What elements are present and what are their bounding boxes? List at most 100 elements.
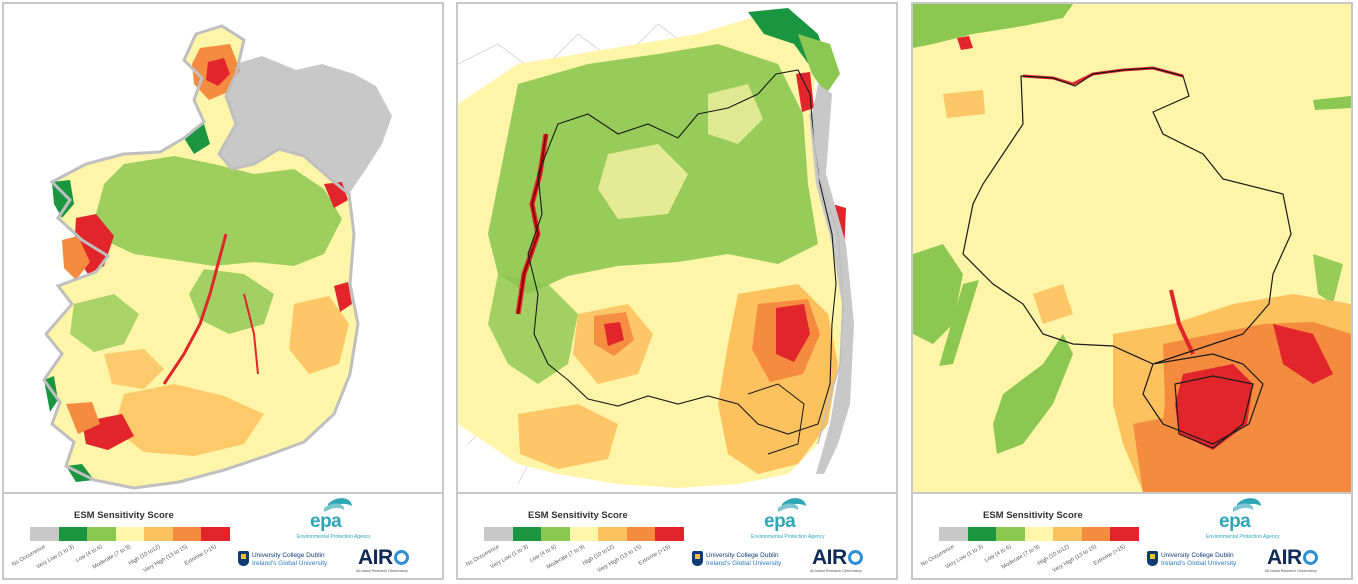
county-boundary [527, 69, 837, 435]
airo-logo: AIR [812, 546, 863, 570]
airo-logo-text: AIR [358, 546, 393, 569]
legend-footer: ESM Sensitivity Score No Occurrence Very… [913, 492, 1351, 578]
local-map-svg [913, 4, 1351, 492]
extreme-topleft [957, 36, 973, 50]
extreme-donegal-core [206, 58, 230, 86]
legend-swatch-moderate [569, 527, 598, 541]
legend-swatches [939, 527, 1139, 541]
low-sensitivity-zone-east [189, 269, 274, 334]
high-sensitivity-patch [943, 90, 985, 118]
legend-swatch-high [598, 527, 627, 541]
legend-swatch-very-low [512, 527, 541, 541]
airo-o-ring-icon [1302, 550, 1318, 565]
airo-o-ring-icon [847, 550, 863, 565]
legend-swatch-extreme [1110, 527, 1139, 541]
coastline [42, 24, 360, 490]
county-boundary-south [747, 383, 805, 455]
legend-swatch-very-high [626, 527, 655, 541]
legend-swatch-extreme [201, 527, 230, 541]
legend-title: ESM Sensitivity Score [74, 510, 174, 521]
airo-logo-text: AIR [812, 546, 847, 569]
epa-leaf-icon [1233, 498, 1261, 512]
airo-logo: AIR [1267, 546, 1318, 570]
legend-label: Extreme (>15) [184, 544, 218, 568]
ucd-tagline: Ireland's Global University [1161, 560, 1237, 567]
river-extreme-2 [243, 293, 259, 375]
low-sensitivity-left [913, 244, 963, 344]
legend-swatch-moderate [115, 527, 144, 541]
moderate-gap-2 [708, 84, 763, 144]
epa-leaf-icon [324, 498, 352, 512]
legend-swatch-no-occurrence [484, 527, 513, 541]
extreme-east [334, 282, 352, 312]
legend-title: ESM Sensitivity Score [983, 510, 1083, 521]
legend-label: Extreme (>15) [1093, 544, 1127, 568]
legend-swatches [484, 527, 684, 541]
epa-logo-text: epa [1219, 511, 1251, 532]
legend-swatch-very-high [1081, 527, 1110, 541]
very-high-southcentre [1133, 414, 1193, 492]
high-sensitivity-southeast [289, 296, 349, 374]
very-low-northeast [184, 124, 210, 154]
legend-swatch-no-occurrence [939, 527, 968, 541]
legend-footer: ESM Sensitivity Score No Occurrence Very… [4, 492, 442, 578]
moderate-gap [598, 144, 688, 219]
extreme-east [1273, 324, 1333, 384]
national-overview-map[interactable] [4, 4, 442, 492]
county-boundary-south-loop [1174, 375, 1254, 449]
legend-footer: ESM Sensitivity Score No Occurrence Very… [458, 492, 896, 578]
very-high-southwest [66, 402, 100, 434]
legend-swatch-no-occurrence [30, 527, 59, 541]
legend-swatch-very-low [58, 527, 87, 541]
epa-subtitle: Environmental Protection Agency [1206, 534, 1280, 540]
coastline [809, 113, 844, 445]
regional-map-svg [458, 4, 896, 492]
national-map-svg [42, 24, 392, 490]
county-boundary [962, 67, 1292, 445]
epa-leaf-icon [778, 498, 806, 512]
river-shannon-extreme [162, 233, 228, 385]
legend-swatch-very-high [172, 527, 201, 541]
legend-swatch-extreme [655, 527, 684, 541]
low-sensitivity-west [488, 274, 578, 384]
legend-swatch-moderate [1024, 527, 1053, 541]
low-sensitivity-bottomleft [993, 334, 1073, 454]
ucd-name: University College Dublin [706, 552, 779, 559]
high-sensitivity-south [518, 404, 618, 469]
legend-label: Extreme (>15) [638, 544, 672, 568]
legend-swatches [30, 527, 230, 541]
airo-logo: AIR [358, 546, 409, 570]
no-occurrence-region [219, 56, 392, 194]
extreme-southeast [776, 304, 810, 362]
ucd-tagline: Ireland's Global University [706, 560, 782, 567]
airo-subtitle: All-Island Research Observatory [810, 569, 862, 573]
extreme-river-strip [1169, 289, 1195, 355]
airo-subtitle: All-Island Research Observatory [1265, 569, 1317, 573]
panel-local-map: ESM Sensitivity Score No Occurrence Very… [911, 2, 1353, 580]
low-sensitivity-rightmid [1313, 254, 1343, 304]
epa-subtitle: Environmental Protection Agency [297, 534, 371, 540]
extreme-centre [604, 322, 624, 346]
low-coast-northeast [798, 34, 840, 94]
legend-swatch-low [996, 527, 1025, 541]
high-sensitivity-middle [1033, 284, 1073, 324]
low-sensitivity-zone-west [70, 294, 139, 352]
epa-logo-text: epa [310, 511, 342, 532]
low-sensitivity-zone [96, 156, 342, 266]
extreme-southcentre [1175, 364, 1253, 450]
low-sensitivity-strip [939, 280, 979, 366]
airo-o-ring-icon [393, 550, 409, 565]
regional-county-map[interactable] [458, 4, 896, 492]
airo-subtitle: All-Island Research Observatory [356, 569, 408, 573]
extreme-northeast-estuary [796, 72, 814, 112]
ucd-name: University College Dublin [252, 552, 325, 559]
local-detail-map[interactable] [913, 4, 1351, 492]
very-high-west [62, 236, 90, 280]
high-sensitivity-midwest [104, 349, 164, 389]
legend-title: ESM Sensitivity Score [528, 510, 628, 521]
ucd-crest-icon [1147, 551, 1158, 566]
high-sensitivity-south [114, 384, 264, 456]
ucd-name: University College Dublin [1161, 552, 1234, 559]
ucd-crest-icon [692, 551, 703, 566]
legend-swatch-very-low [967, 527, 996, 541]
